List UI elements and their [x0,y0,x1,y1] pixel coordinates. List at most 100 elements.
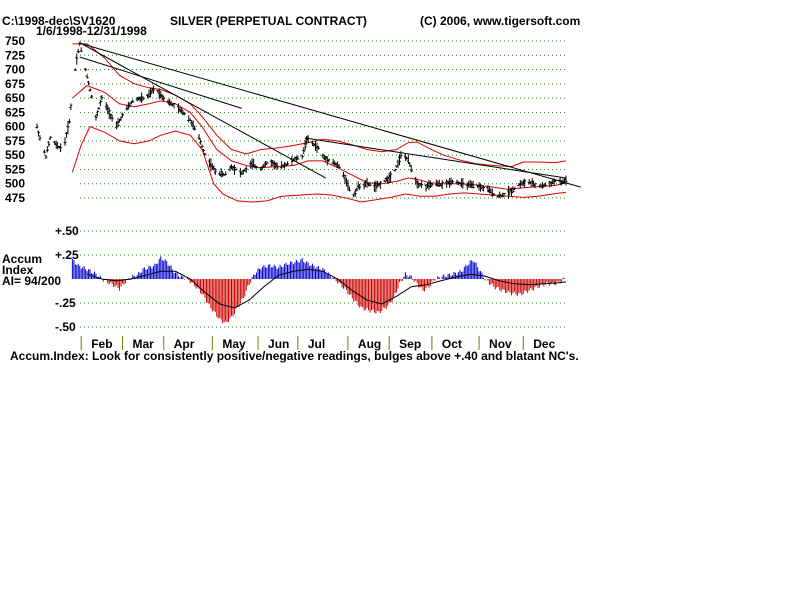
price-bar [481,185,485,192]
price-bar [286,161,290,166]
price-bar [98,99,102,107]
price-bar [316,145,320,150]
price-tick-label: 575 [5,134,25,148]
price-bar [374,180,378,193]
price-bar [119,116,123,121]
price-bar [172,102,176,109]
price-bar [90,95,94,99]
price-bar [346,179,350,191]
price-bar [300,154,304,160]
price-bar [265,161,269,165]
month-axis: Feb Mar Apr May Jun Jul Aug Sep Oct Nov Dec [80,336,556,351]
price-bar [128,102,132,108]
price-bar [200,144,204,149]
price-bar [306,135,310,144]
price-bar [502,192,506,196]
price-bar [162,96,166,102]
price-bar [219,168,223,178]
price-tick-label: 675 [5,77,25,91]
price-bar [302,147,306,154]
price-bar [296,155,300,160]
price-bar [564,175,568,186]
price-bar [202,148,206,153]
price-bar [79,47,83,52]
price-bar [69,103,73,110]
ai-value-label: AI= 94/200 [2,274,61,288]
month-label: Apr [174,337,195,351]
price-bar [100,95,104,101]
price-bar [397,154,401,166]
chart-title: SILVER (PERPETUAL CONTRACT) [170,14,367,28]
price-bar [182,112,186,116]
accum-tick-label: -.25 [55,296,76,310]
accum-grid [80,230,566,328]
month-label: Dec [533,337,555,351]
price-bar [461,178,465,189]
price-bar [88,88,92,92]
month-label: Jul [308,337,325,351]
month-label: Oct [442,337,462,351]
header: C:\1998-dec\SV1620 1/6/1998-12/31/1998 S… [2,14,580,38]
price-bar [66,120,70,135]
price-bar [509,188,513,196]
price-bar [203,152,207,156]
trendline [79,56,242,109]
price-bar [73,68,77,71]
price-tick-label: 500 [5,177,25,191]
price-bar [244,166,248,173]
accum-ma-line [86,268,567,309]
month-label: Jun [268,337,289,351]
month-label: May [222,337,246,351]
price-bar [533,182,537,189]
price-bar [47,141,51,147]
trendline [79,42,327,179]
footer-note: Accum.Index: Look for consistently posit… [10,349,579,363]
accum-tick-label: +.50 [55,224,79,238]
price-bar [512,187,516,191]
price-bar [67,119,71,124]
price-bar [409,165,413,173]
month-label: Nov [489,337,512,351]
trendlines [79,42,581,188]
price-tick-label: 475 [5,191,25,205]
accum-tick-label: -.50 [55,320,76,334]
price-bar [414,176,418,185]
price-bar [84,68,88,72]
price-bar [337,164,341,169]
trendline [79,42,581,188]
price-bar [554,179,558,183]
date-range-label: 1/6/1998-12/31/1998 [36,24,147,38]
price-bar [355,187,359,192]
bollinger-bands [71,43,567,203]
band-lower [71,125,567,203]
month-label: Sep [399,337,421,351]
price-tick-label: 600 [5,120,25,134]
accum-labels: Accum Index AI= 94/200 [2,252,61,288]
price-bar [389,171,393,183]
price-bar [197,134,201,140]
price-bar [148,87,152,98]
price-bar [393,169,397,172]
price-bar [415,180,419,189]
price-bar [193,126,197,131]
copyright-label: (C) 2006, www.tigersoft.com [420,14,580,28]
price-bar [343,174,347,184]
price-bar [48,135,52,140]
band-upper [72,43,567,168]
price-bar [107,107,111,120]
file-path-label: C:\1998-dec\SV1620 [2,14,116,28]
price-bar [275,162,279,170]
price-bar [224,171,228,176]
price-tick-label: 750 [5,34,25,48]
price-bar [110,114,114,122]
price-tick-label: 725 [5,48,25,62]
price-bar [131,99,135,103]
month-label: Aug [358,337,381,351]
price-bar [87,80,91,85]
accum-histogram [71,256,567,324]
price-tick-label: 525 [5,162,25,176]
price-bar [523,178,527,188]
price-bar [85,74,89,79]
